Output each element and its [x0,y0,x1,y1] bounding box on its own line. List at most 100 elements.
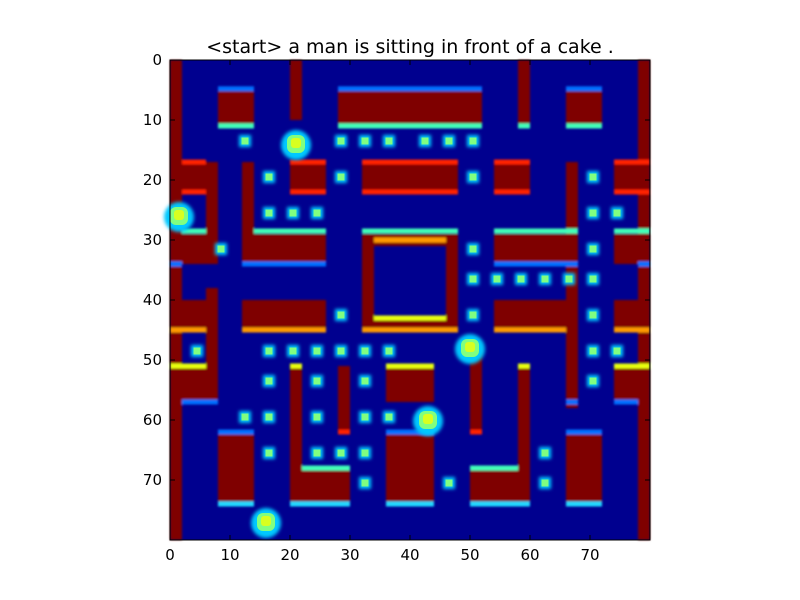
pellet [469,173,477,181]
wall-edge [494,159,530,165]
wall-edge [218,501,254,507]
wall-edge [566,86,602,92]
maze-wall [206,288,218,402]
sprite-core [465,342,475,352]
wall-edge [206,399,218,405]
pellet [337,311,345,319]
wall-edge [362,189,458,195]
maze-wall [242,162,254,264]
maze-wall [386,366,434,402]
pellet [289,209,297,217]
wall-edge [254,228,326,234]
y-tick-label: 60 [143,411,162,429]
y-tick-label: 30 [143,231,162,249]
sprite-core [291,138,301,148]
maze-wall [182,234,206,264]
wall-edge [614,327,650,333]
maze-wall [362,234,374,330]
pellet [361,377,369,385]
pellet [589,311,597,319]
y-tick-label: 70 [143,471,162,489]
wall-edge [182,399,206,405]
wall-edge [494,228,578,234]
x-tick-label: 0 [165,546,175,564]
pellet [265,449,273,457]
wall-edge [470,465,518,471]
y-tick-label: 40 [143,291,162,309]
maze-wall [446,234,458,330]
maze-wall [614,300,638,330]
wall-edge [566,429,602,435]
pellet [265,347,273,355]
wall-edge [362,327,458,333]
wall-edge [374,237,446,243]
maze-walls [170,60,650,540]
maze-wall [290,468,350,504]
pellet [445,479,453,487]
wall-edge [614,399,638,405]
pellet [337,347,345,355]
maze-wall [338,90,482,126]
wall-edge [470,501,530,507]
pellet [313,449,321,457]
pellet [589,347,597,355]
maze-wall [518,60,530,126]
pellet [469,137,477,145]
wall-edge [170,363,206,369]
maze-wall [566,90,602,126]
sprite-core [174,210,184,220]
wall-edge [362,159,458,165]
wall-edge [242,327,326,333]
wall-edge [566,501,602,507]
wall-edge [614,363,650,369]
wall-edge [614,189,650,195]
y-tick-label: 20 [143,171,162,189]
pellet [289,347,297,355]
pellet [385,137,393,145]
sprite-core [423,414,433,424]
pellet [337,449,345,457]
maze-wall [242,300,326,330]
maze-wall [362,318,458,330]
pellet [469,245,477,253]
ghost-upper-sprite [281,130,311,160]
pellet [613,347,621,355]
ghost-middle-sprite [455,334,485,364]
x-tick-label: 70 [580,546,599,564]
pellet [541,479,549,487]
wall-edge [182,189,206,195]
wall-edge [638,261,650,267]
pellet [361,347,369,355]
wall-edge [338,86,482,92]
pellet [385,347,393,355]
maze-wall [518,366,530,468]
wall-edge [362,228,458,234]
pellet [421,137,429,145]
pellet [361,479,369,487]
pellet [361,449,369,457]
x-tick-label: 30 [340,546,359,564]
pellet [337,137,345,145]
pellet [445,137,453,145]
maze-wall [566,432,602,504]
maze-wall [182,300,206,330]
x-tick-label: 10 [220,546,239,564]
x-tick-label: 20 [280,546,299,564]
pellet [469,311,477,319]
maze-wall [218,432,254,504]
wall-edge [374,315,446,321]
maze-wall [614,234,638,264]
wall-edge [566,399,578,405]
pellet [241,413,249,421]
wall-edge [338,123,482,129]
wall-edge [218,86,254,92]
wall-edge [386,429,434,435]
maze-wall [290,162,326,192]
maze-wall [254,234,326,264]
pellet [589,173,597,181]
pellet [337,173,345,181]
pellet [265,413,273,421]
wall-edge [218,429,254,435]
maze-wall [290,366,302,468]
chart-title: <start> a man is sitting in front of a c… [206,36,614,58]
